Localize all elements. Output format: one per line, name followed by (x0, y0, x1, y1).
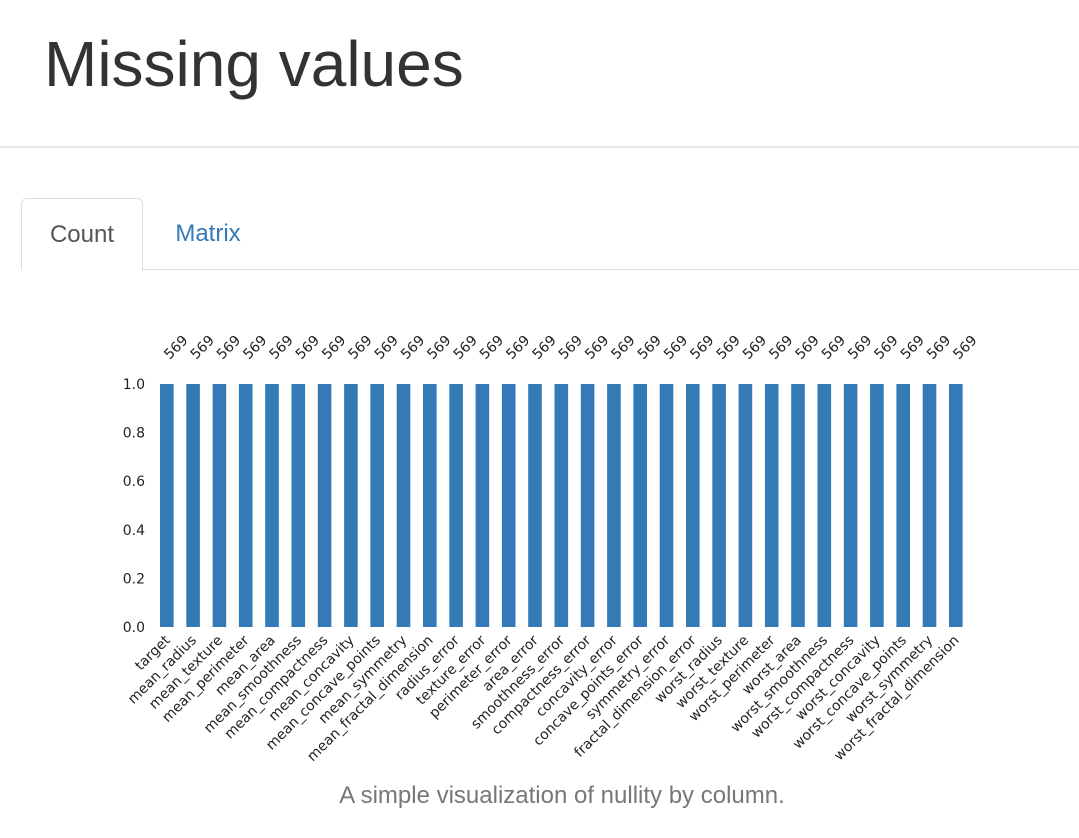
chart-caption: A simple visualization of nullity by col… (339, 782, 785, 809)
tab-matrix[interactable]: Matrix (175, 220, 241, 247)
bar-count-label: 569 (319, 333, 349, 363)
bar (764, 384, 779, 627)
bar-count-label: 569 (451, 333, 481, 363)
bar (791, 384, 805, 627)
bar-count-label: 569 (950, 333, 980, 363)
y-tick-label: 0.2 (123, 571, 145, 587)
bar (212, 384, 227, 627)
bar (607, 384, 621, 627)
bar (870, 384, 884, 627)
x-axis-tick-labels: targetmean_radiusmean_texturemean_perime… (125, 632, 963, 765)
bar (423, 384, 437, 627)
bar-count-label: 569 (345, 333, 375, 363)
bar (317, 384, 332, 627)
bar-count-label: 569 (267, 333, 297, 363)
bar (712, 384, 726, 627)
page-title: Missing values (44, 28, 464, 100)
bar-count-label: 569 (293, 333, 323, 363)
bar-count-label: 569 (582, 333, 612, 363)
bar (949, 384, 963, 627)
bar-count-label: 569 (424, 333, 454, 363)
bar-count-label: 569 (477, 333, 507, 363)
bar (475, 384, 490, 627)
bar (633, 384, 647, 627)
bar (501, 384, 516, 627)
bar-count-label: 569 (188, 333, 218, 363)
bar-count-label: 569 (740, 333, 770, 363)
bar-series (160, 384, 963, 627)
bar (554, 384, 569, 627)
bar-count-label: 569 (845, 333, 875, 363)
bar (528, 384, 542, 627)
y-tick-label: 1.0 (123, 377, 145, 393)
bar-count-label: 569 (372, 333, 402, 363)
bar-count-label: 569 (871, 333, 901, 363)
bar (344, 384, 358, 627)
bar-count-label: 569 (530, 333, 560, 363)
bar-count-label: 569 (819, 333, 849, 363)
bar (238, 384, 253, 627)
bar-count-label: 569 (635, 333, 665, 363)
bar (370, 384, 384, 627)
bar (396, 384, 411, 627)
bar-count-label: 569 (608, 333, 638, 363)
y-tick-label: 0.4 (123, 523, 145, 539)
bar-count-label: 569 (661, 333, 691, 363)
bar (449, 384, 463, 627)
bar (843, 384, 858, 627)
bar (265, 384, 279, 627)
header-divider (0, 146, 1079, 148)
bar (896, 384, 910, 627)
count-labels: 5695695695695695695695695695695695695695… (161, 333, 980, 363)
bar-count-label: 569 (766, 333, 796, 363)
bar (922, 384, 937, 627)
bar-count-label: 569 (687, 333, 717, 363)
bar-count-label: 569 (556, 333, 586, 363)
bar (817, 384, 832, 627)
bar (659, 384, 674, 627)
tab-count[interactable]: Count (21, 198, 143, 271)
bar-count-label: 569 (398, 333, 428, 363)
bar (580, 384, 595, 627)
y-tick-label: 0.0 (123, 620, 145, 636)
y-tick-label: 0.8 (123, 426, 145, 442)
bar-count-label: 569 (714, 333, 744, 363)
bar (686, 384, 700, 627)
tab-bar: Count Matrix (21, 198, 1079, 271)
bar-count-label: 569 (240, 333, 270, 363)
bar (738, 384, 753, 627)
bar-count-label: 569 (214, 333, 244, 363)
bar (291, 384, 306, 627)
bar-count-label: 569 (503, 333, 533, 363)
bar (160, 384, 174, 627)
bar-count-label: 569 (898, 333, 928, 363)
y-axis: 0.0 0.2 0.4 0.6 0.8 1.0 (123, 377, 145, 636)
y-tick-label: 0.6 (123, 474, 145, 490)
bar-count-label: 569 (924, 333, 954, 363)
bar-count-label: 569 (793, 333, 823, 363)
bar-count-label: 569 (161, 333, 191, 363)
bar (186, 384, 200, 627)
nullity-bar-chart: 0.00.20.40.60.81.0 569569569569569569569… (123, 333, 981, 765)
